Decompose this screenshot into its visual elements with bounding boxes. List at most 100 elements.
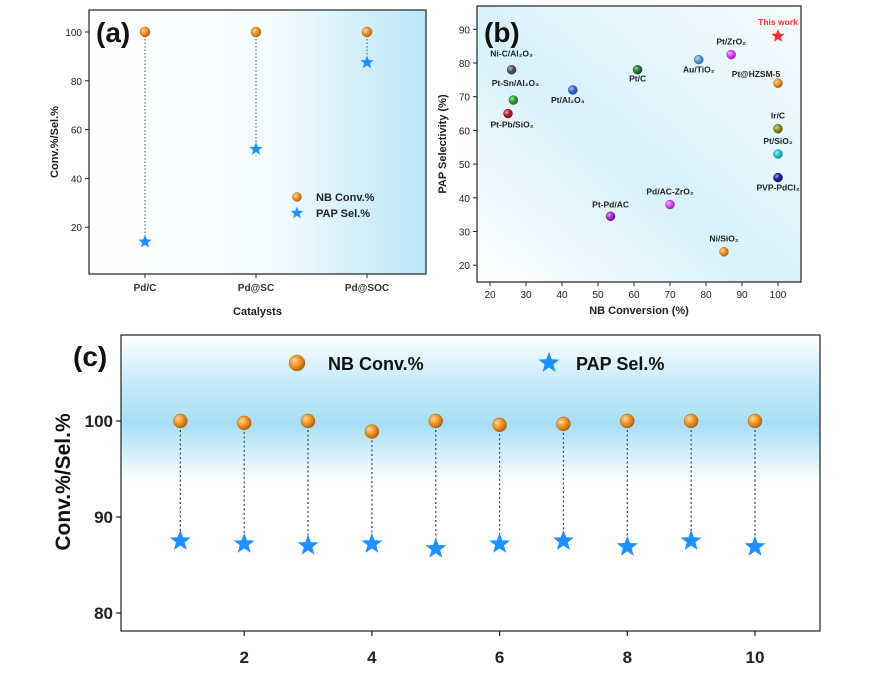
conv-point-c	[300, 413, 316, 429]
sel-point-a	[360, 55, 374, 69]
sel-point-c	[297, 534, 319, 555]
conv-point-c	[492, 417, 507, 433]
point-label-b: Pt-Sn/Al₂O₃	[492, 78, 539, 88]
x-tick-label-a: Pd@SC	[238, 283, 274, 294]
y-tick-label-a: 100	[65, 28, 82, 39]
conv-point-a	[250, 26, 262, 38]
x-tick-label-b: 60	[628, 290, 640, 301]
point-b	[773, 78, 783, 88]
x-tick-label-b: 40	[556, 290, 568, 301]
plot-area-c	[121, 335, 820, 631]
point-label-b: Pt-Pd/AC	[592, 199, 629, 209]
point-label-b: Pt@HZSM-5	[732, 69, 781, 79]
y-tick-label-c: 90	[94, 508, 113, 527]
x-tick-label-c: 4	[367, 648, 377, 667]
legend-conv-marker-c	[288, 354, 306, 372]
x-tick-label-c: 2	[239, 648, 248, 667]
point-label-b: Ni-C/Al₂O₃	[490, 49, 533, 59]
point-b	[726, 49, 736, 60]
frame-b	[476, 5, 802, 283]
point-b	[632, 64, 643, 75]
point-label-b: Pt/ZrO₂	[716, 37, 746, 47]
point-label-b: Pt/SiO₂	[763, 136, 793, 146]
conv-point-c	[556, 416, 571, 432]
y-axis-label-b: PAP Selectivity (%)	[437, 94, 449, 194]
y-tick-label-b: 30	[459, 228, 471, 239]
point-b	[773, 149, 783, 159]
point-label-b: Pt/Al₂O₃	[551, 95, 585, 105]
legend-conv-marker-a	[292, 192, 302, 202]
frame-a	[88, 9, 427, 275]
x-tick-label-b: 30	[520, 290, 532, 301]
x-tick-label-b: 70	[664, 290, 676, 301]
sel-point-c	[233, 532, 255, 553]
point-b	[773, 172, 783, 183]
point-label-b: Pt/C	[629, 74, 646, 84]
sel-point-c	[680, 530, 702, 550]
sel-point-c	[616, 535, 638, 556]
y-tick-label-c: 100	[85, 412, 113, 431]
point-label-b: Ni/SiO₂	[709, 234, 739, 244]
y-tick-label-b: 20	[459, 261, 471, 272]
panel-c: 2 4 6 8 10 80 90 100 Conv.%/Sel.% (c) NB Conv.% PAP…	[52, 334, 821, 667]
x-tick-label-c: 6	[495, 648, 504, 667]
x-tick-label-b: 50	[592, 290, 604, 301]
legend-sel-marker-c	[538, 352, 560, 372]
point-label-b: Au/TiO₂	[683, 65, 715, 75]
sel-point-c	[361, 532, 383, 553]
y-axis-label-a: Conv.%/Sel.%	[49, 106, 61, 178]
y-axis-label-c: Conv.%/Sel.%	[52, 413, 75, 551]
plot-area-a	[89, 10, 426, 274]
point-b	[605, 211, 616, 222]
conv-point-c	[173, 413, 188, 429]
legend-conv-label-a: NB Conv.%	[316, 192, 375, 204]
sel-point-c	[489, 532, 511, 553]
point-b	[694, 54, 704, 65]
y-tick-label-a: 40	[71, 174, 83, 185]
x-axis-label-a: Catalysts	[233, 306, 282, 318]
conv-point-a	[361, 26, 373, 38]
point-label-b: Ir/C	[771, 111, 785, 121]
panel-label-a: (a)	[96, 17, 130, 48]
sel-point-a	[138, 234, 152, 248]
point-b	[568, 85, 578, 95]
x-tick-label-b: 80	[700, 290, 712, 301]
point-b	[771, 29, 785, 42]
conv-point-c	[683, 413, 699, 429]
conv-point-c	[364, 424, 380, 439]
plot-area-b	[477, 6, 801, 282]
x-tick-label-b: 100	[770, 290, 787, 301]
x-axis-label-b: NB Conversion (%)	[589, 305, 689, 317]
conv-point-c	[428, 413, 443, 429]
point-b	[503, 108, 513, 119]
sel-point-c	[553, 530, 574, 550]
legend-sel-label-c: PAP Sel.%	[576, 354, 664, 374]
sel-point-c	[169, 530, 191, 550]
panel-label-b: (b)	[484, 17, 520, 48]
point-b	[665, 199, 675, 210]
x-tick-label-c: 8	[623, 648, 632, 667]
y-tick-label-a: 80	[71, 77, 83, 88]
y-tick-label-a: 60	[71, 126, 83, 137]
conv-point-c	[620, 413, 635, 429]
point-label-b: Pt-Pb/SiO₂	[491, 120, 534, 130]
x-tick-label-b: 90	[736, 290, 748, 301]
sel-point-c	[425, 537, 447, 558]
legend-sel-marker-a	[290, 206, 304, 219]
x-tick-label-a: Pd@SOC	[345, 283, 389, 294]
x-tick-label-c: 10	[746, 648, 765, 667]
y-tick-label-b: 80	[459, 59, 471, 70]
point-b	[719, 246, 729, 257]
point-label-b: This work	[758, 17, 798, 27]
conv-point-c	[236, 415, 252, 431]
conv-point-a	[139, 26, 151, 38]
y-tick-label-c: 80	[94, 604, 113, 623]
y-tick-label-a: 20	[71, 223, 83, 234]
panel-b: 20 30 40 50 60 70 80 90 100 20 30 40 50 60 70 80 90 NB Co…	[437, 5, 802, 317]
y-tick-label-b: 70	[459, 93, 471, 104]
point-b	[508, 95, 519, 105]
frame-c	[120, 334, 821, 632]
point-b	[773, 123, 783, 134]
point-label-b: Pd/AC-ZrO₂	[646, 187, 693, 197]
